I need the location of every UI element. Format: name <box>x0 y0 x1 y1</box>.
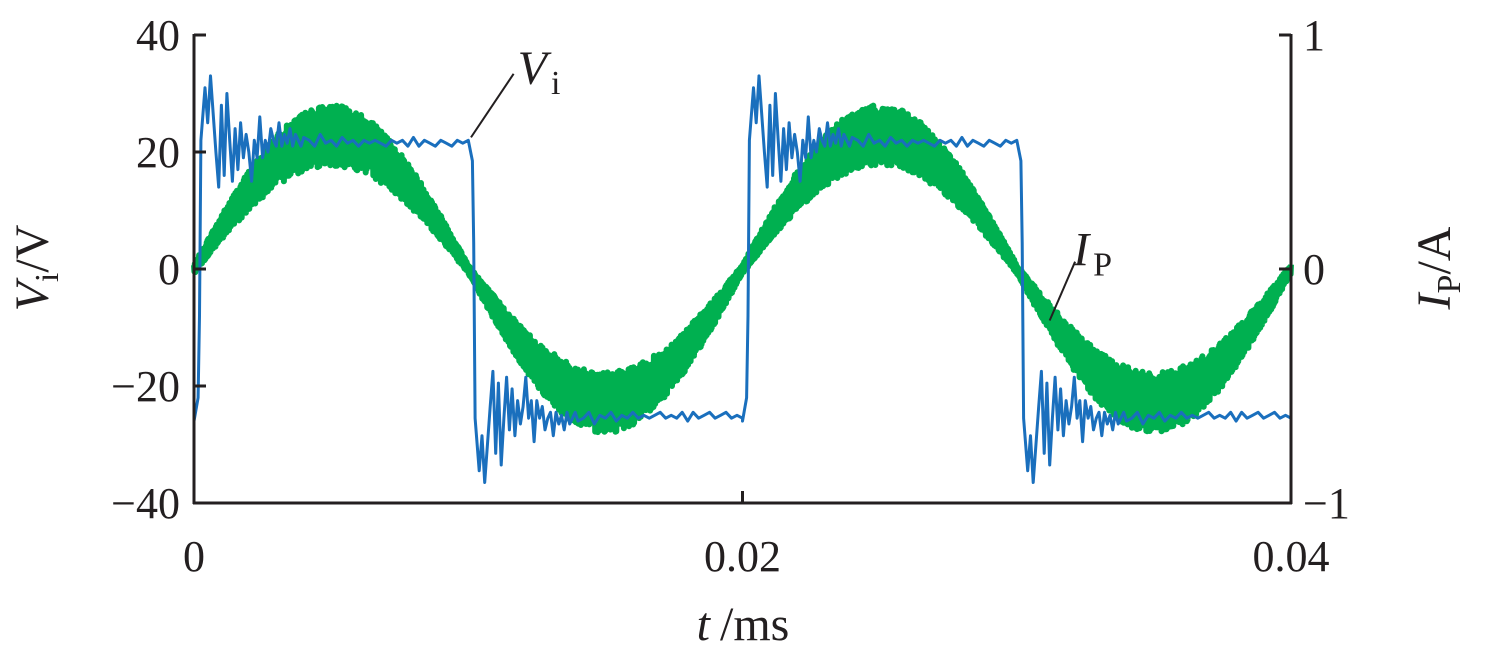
x-tick-label: 0.02 <box>704 532 781 581</box>
left-y-axis-title-sub: i <box>29 273 66 282</box>
x-axis-title: t/ms <box>697 598 790 651</box>
vi-annotation-sub: i <box>551 65 560 102</box>
vi-annotation-leader <box>470 73 515 138</box>
left-y-tick-label: 0 <box>158 245 180 294</box>
right-y-axis-title-sub: P <box>1431 275 1468 294</box>
x-axis-title-unit: /ms <box>720 598 789 651</box>
vi-voltage-series <box>192 74 1292 484</box>
right-y-axis-title-unit: /A <box>1408 226 1461 274</box>
x-axis-title-main: t <box>697 598 712 651</box>
right-y-tick-label: 1 <box>1303 11 1325 60</box>
right-y-axis-title-main: I <box>1408 291 1461 310</box>
right-y-tick-label: −1 <box>1303 479 1350 528</box>
x-tick-label: 0.04 <box>1253 532 1330 581</box>
left-y-tick-label: 20 <box>136 128 180 177</box>
left-y-tick-label: −40 <box>111 479 180 528</box>
vi-annotation-main: V <box>518 42 552 95</box>
left-y-axis-title-main: V <box>6 277 59 311</box>
left-y-tick-label: −20 <box>111 362 180 411</box>
right-y-axis-title: IP/A <box>1408 226 1468 310</box>
ip-annotation-sub: P <box>1093 247 1112 284</box>
ip-current-line <box>191 102 1294 436</box>
left-y-axis-title-unit: /V <box>6 224 59 272</box>
x-tick-label: 0 <box>183 532 205 581</box>
vi-voltage-line <box>192 74 1292 484</box>
left-y-tick-label: 40 <box>136 11 180 60</box>
tick-labels: 40 20 0 −20 −40 1 0 −1 0 0.02 0.04 <box>111 11 1350 581</box>
ip-annotation-main: I <box>1072 224 1091 277</box>
tick-marks <box>192 33 1293 505</box>
ip-current-series <box>191 102 1294 436</box>
right-y-tick-label: 0 <box>1303 245 1325 294</box>
ip-annotation-leader <box>1048 261 1077 321</box>
left-y-axis-title: Vi/V <box>6 224 66 311</box>
